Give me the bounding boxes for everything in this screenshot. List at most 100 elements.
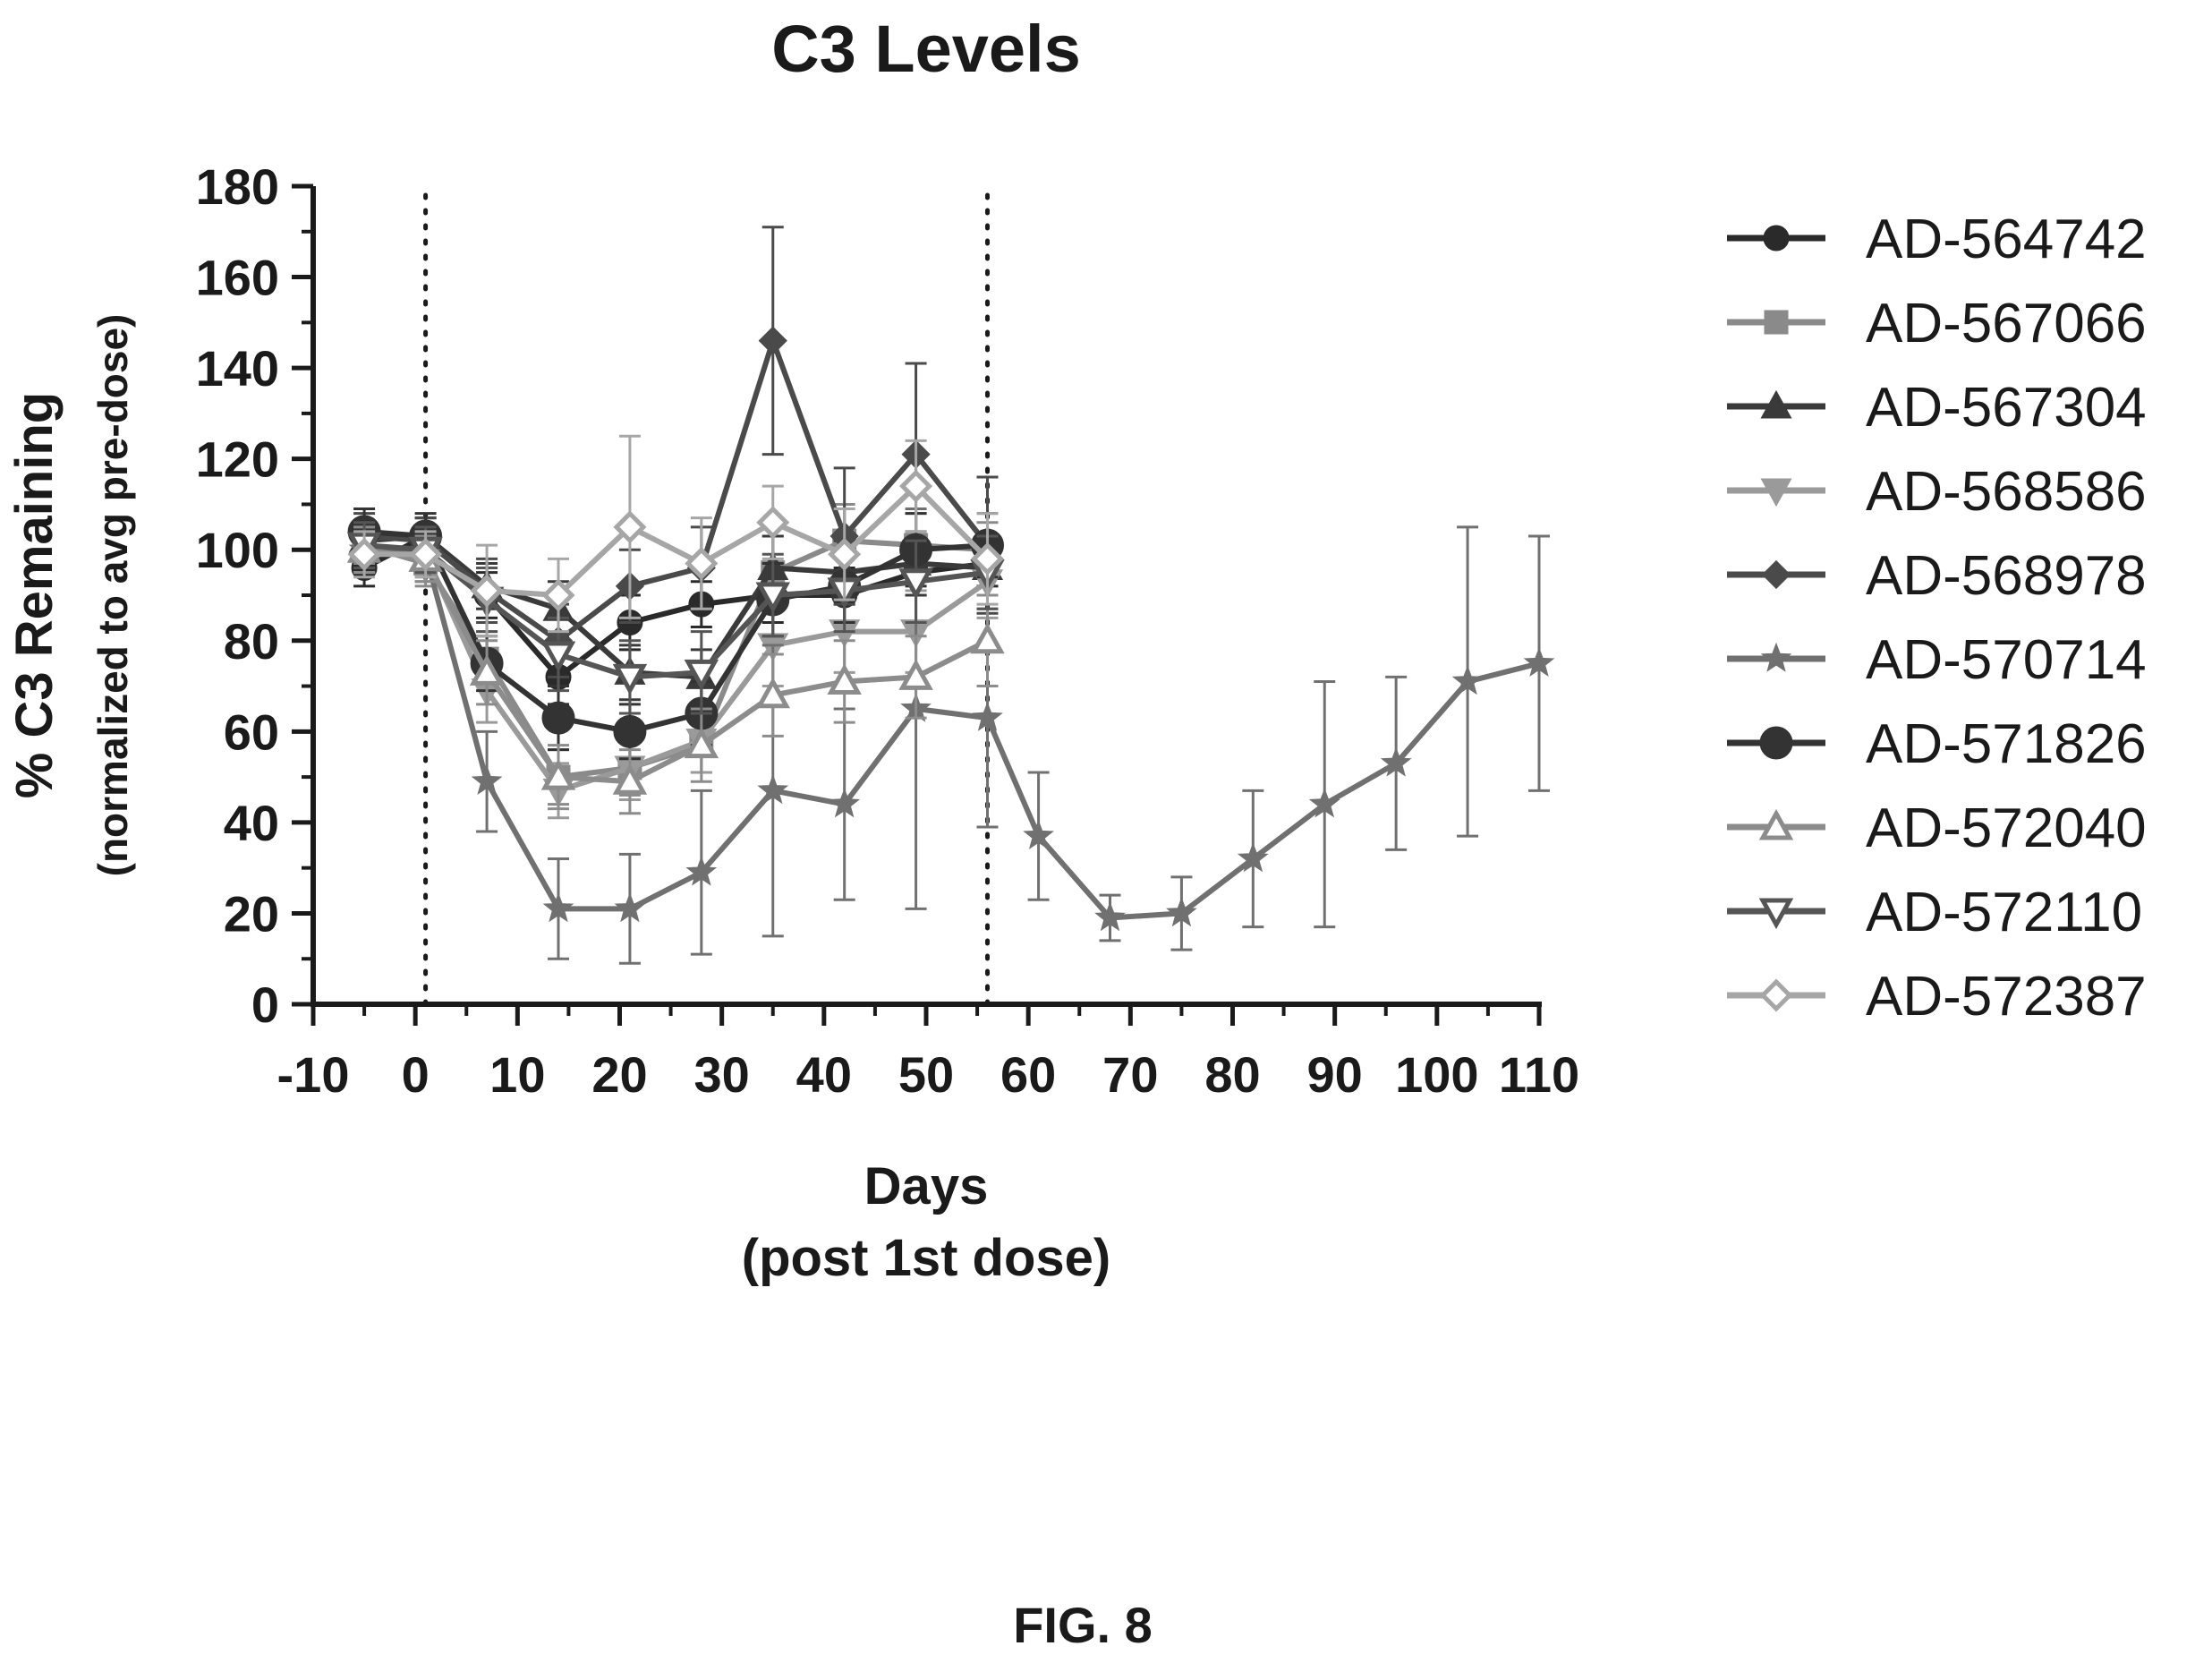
legend-label: AD-564742 [1866,209,2147,270]
legend-label: AD-572110 [1866,882,2142,943]
legend-item: AD-564742 [1727,209,2147,270]
plot-axes: 0 20 40 60 80 100 120 140 160 180 -10 0 10 20 30 40 50 60… [196,158,1580,1103]
data-point [1451,665,1484,695]
x-tick-label: 60 [1000,1046,1056,1103]
data-point [614,892,646,923]
series-line [363,528,988,735]
data-point [828,537,862,571]
data-point [898,568,933,600]
data-point [1759,978,1793,1012]
data-point [613,714,647,748]
data-point [898,659,933,690]
data-point [1761,559,1791,590]
data-point [829,788,861,818]
series-line [363,337,990,644]
data-point [758,326,787,355]
legend-label: AD-568978 [1866,545,2147,607]
data-point [970,622,1005,654]
data-point [757,773,789,805]
data-point [1764,310,1789,335]
legend-item: AD-567304 [1727,377,2147,439]
data-point [685,546,719,580]
legend-item: AD-571826 [1727,713,2147,775]
data-point [1760,642,1792,672]
y-tick-label: 0 [251,976,279,1033]
data-point [1758,808,1794,840]
data-point [755,677,790,709]
y-tick-label: 60 [224,704,279,760]
data-point [1760,389,1792,419]
legend-label: AD-567304 [1866,377,2147,439]
data-point [827,663,862,695]
data-point [540,758,576,790]
series-line [363,547,990,794]
legend-item: AD-570714 [1727,629,2147,691]
series-ad-572040 [346,525,1005,815]
legend-item: AD-567066 [1727,293,2147,354]
data-point [469,654,505,686]
data-point [540,641,576,673]
data-point [612,663,648,695]
data-point [1023,819,1055,849]
legend-item: AD-568586 [1727,461,2147,523]
data-point [755,582,790,614]
data-point [1380,746,1412,777]
legend-label: AD-571826 [1866,713,2147,775]
y-tick-label: 100 [196,522,279,578]
legend-label: AD-572040 [1866,797,2147,859]
data-point [613,510,647,544]
data-point [409,537,443,571]
legend-item: AD-572110 [1727,882,2142,943]
y-tick-label: 20 [224,885,279,942]
data-point [1094,901,1126,932]
legend: AD-564742 AD-567066 AD-567304 AD-568586 AD-5… [1727,209,2147,1028]
data-point [541,701,575,735]
x-tick-label: 40 [796,1046,852,1103]
legend-item: AD-572040 [1727,797,2147,859]
data-point [1166,897,1197,927]
x-axis-sublabel: (post 1st dose) [742,1229,1111,1287]
data-point [1758,898,1794,930]
x-tick-label: 100 [1395,1046,1478,1103]
data-point [684,727,719,759]
chart-title: C3 Levels [771,12,1081,86]
data-point [899,469,933,503]
legend-label: AD-567066 [1866,293,2147,354]
x-tick-label: 50 [898,1046,954,1103]
series-ad-572387 [347,434,1005,638]
data-point [1760,478,1792,507]
legend-label: AD-570714 [1866,629,2147,691]
data-point [970,542,1005,576]
x-tick-label: 80 [1204,1046,1260,1103]
data-point [684,659,719,691]
y-tick-label: 180 [196,158,279,215]
data-point [347,537,381,571]
data-point [541,578,575,612]
data-point [1308,788,1340,818]
y-tick-label: 120 [196,431,279,488]
data-point [1523,646,1555,677]
x-tick-label: 110 [1499,1046,1579,1103]
data-point [471,764,503,795]
series-line [363,547,989,785]
y-axis-label: % C3 Remaining [5,392,64,798]
x-tick-label: 10 [489,1046,545,1103]
y-tick-label: 40 [224,795,279,851]
data-point [1763,225,1790,252]
data-point [756,506,790,540]
data-point [1237,842,1269,873]
data-point [1759,726,1793,760]
y-tick-label: 140 [196,340,279,397]
legend-item: AD-568978 [1727,545,2147,607]
data-point [470,574,504,608]
data-point [685,856,718,886]
legend-label: AD-572387 [1866,966,2147,1028]
y-tick-label: 160 [196,250,279,306]
data-point [612,763,648,795]
x-axis-label: Days [864,1157,989,1215]
legend-label: AD-568586 [1866,461,2147,523]
x-tick-label: 70 [1102,1046,1158,1103]
x-tick-label: 90 [1307,1046,1363,1103]
x-tick-label: 20 [591,1046,647,1103]
